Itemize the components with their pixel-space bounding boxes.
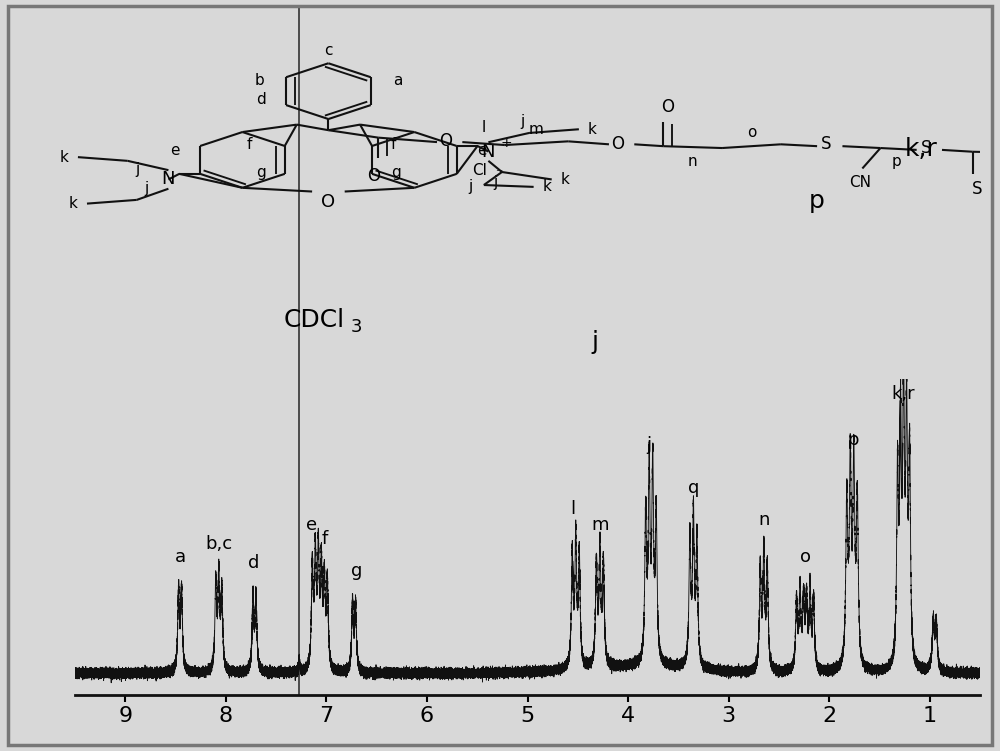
Text: p: p xyxy=(848,431,859,449)
Text: CDCl: CDCl xyxy=(283,308,344,332)
Text: f: f xyxy=(321,529,328,547)
Text: b: b xyxy=(254,73,264,88)
Text: O: O xyxy=(612,134,624,152)
Text: k,r: k,r xyxy=(905,137,938,161)
Text: CN: CN xyxy=(850,175,872,190)
Text: e: e xyxy=(477,143,486,158)
Text: b,c: b,c xyxy=(205,535,232,553)
Text: o: o xyxy=(800,548,811,566)
Text: 3: 3 xyxy=(351,318,363,336)
Text: k: k xyxy=(69,196,78,211)
Text: S: S xyxy=(821,135,831,153)
Text: k: k xyxy=(588,122,597,137)
Text: p: p xyxy=(809,189,825,213)
Text: a: a xyxy=(175,548,186,566)
Text: O: O xyxy=(661,98,674,116)
Text: g: g xyxy=(256,165,266,180)
Text: N: N xyxy=(162,170,175,189)
Text: p: p xyxy=(891,154,901,169)
Text: d: d xyxy=(256,92,266,107)
Text: m: m xyxy=(529,122,544,137)
Text: O: O xyxy=(321,193,335,211)
Text: f: f xyxy=(247,137,252,152)
Text: O: O xyxy=(367,167,380,185)
Text: +: + xyxy=(501,137,512,150)
Text: j: j xyxy=(135,161,139,176)
Text: q: q xyxy=(688,479,699,497)
Text: n: n xyxy=(758,511,769,529)
Text: j: j xyxy=(493,175,497,190)
Text: l: l xyxy=(570,500,575,518)
Text: g: g xyxy=(391,165,401,180)
Text: e: e xyxy=(170,143,180,158)
Text: g: g xyxy=(351,562,362,580)
Text: Cl: Cl xyxy=(472,164,487,179)
Text: e: e xyxy=(306,516,317,534)
Text: k,r: k,r xyxy=(892,385,915,403)
Text: j: j xyxy=(520,113,525,128)
Text: d: d xyxy=(248,553,260,572)
Text: k: k xyxy=(561,172,570,187)
Text: o: o xyxy=(747,125,756,140)
Text: c: c xyxy=(324,43,333,58)
Text: S: S xyxy=(972,180,983,198)
Text: n: n xyxy=(688,155,697,169)
Text: k: k xyxy=(60,149,69,164)
Text: f: f xyxy=(391,137,396,152)
Text: j: j xyxy=(469,179,473,195)
Text: m: m xyxy=(591,516,609,534)
Text: S: S xyxy=(920,139,931,157)
Text: l: l xyxy=(481,120,486,135)
Text: k: k xyxy=(543,179,552,195)
Text: j: j xyxy=(144,181,148,196)
Text: a: a xyxy=(393,73,402,88)
Text: O: O xyxy=(440,132,453,150)
Text: j: j xyxy=(592,330,599,354)
Text: j: j xyxy=(647,436,652,454)
Text: N: N xyxy=(482,143,495,161)
Text: ⁻: ⁻ xyxy=(496,167,503,181)
